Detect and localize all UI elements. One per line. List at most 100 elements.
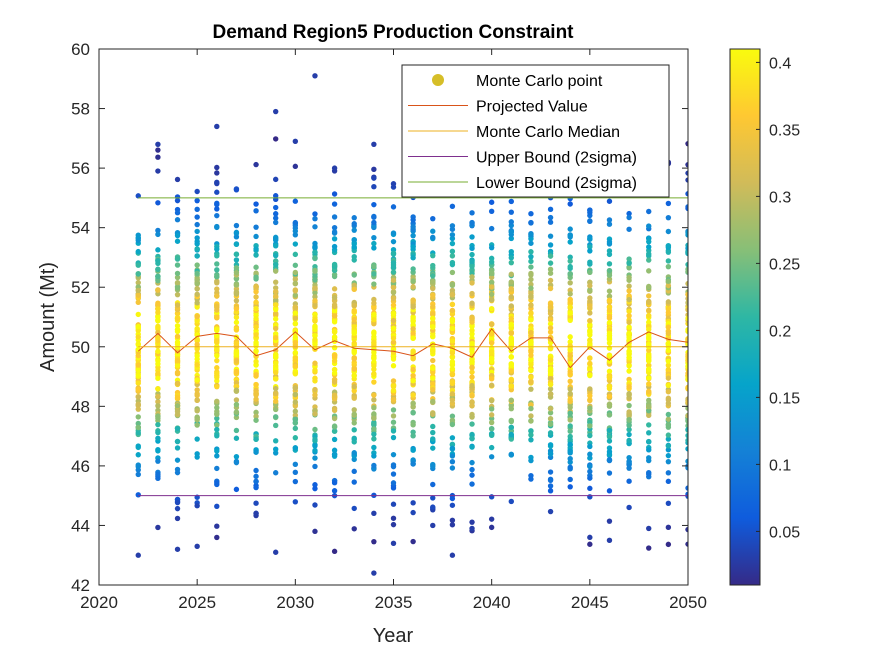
monte-carlo-point xyxy=(174,270,181,277)
monte-carlo-point xyxy=(135,430,141,436)
monte-carlo-point xyxy=(214,398,220,404)
monte-carlo-point xyxy=(410,217,416,223)
monte-carlo-point xyxy=(390,396,397,403)
monte-carlo-point xyxy=(469,403,475,409)
monte-carlo-point xyxy=(469,472,475,478)
monte-carlo-point xyxy=(273,422,279,429)
monte-carlo-point xyxy=(547,357,554,363)
monte-carlo-point xyxy=(547,253,554,259)
monte-carlo-point xyxy=(174,546,181,552)
monte-carlo-point xyxy=(194,221,200,228)
monte-carlo-point xyxy=(214,534,220,541)
monte-carlo-point xyxy=(488,331,495,337)
monte-carlo-point xyxy=(214,212,220,219)
monte-carlo-point xyxy=(233,401,240,408)
y-tick-label: 50 xyxy=(71,338,90,357)
monte-carlo-point xyxy=(488,321,495,328)
legend-entry-label: Lower Bound (2sigma) xyxy=(476,175,637,192)
monte-carlo-point xyxy=(528,347,534,354)
monte-carlo-point xyxy=(194,543,200,549)
monte-carlo-point xyxy=(312,255,318,261)
monte-carlo-point xyxy=(214,286,220,292)
monte-carlo-point xyxy=(155,421,161,428)
monte-carlo-point xyxy=(410,356,416,362)
monte-carlo-point xyxy=(331,423,338,429)
monte-carlo-point xyxy=(214,326,220,332)
monte-carlo-point xyxy=(371,281,377,287)
monte-carlo-point xyxy=(587,283,593,289)
monte-carlo-point xyxy=(273,136,279,142)
monte-carlo-point xyxy=(547,260,554,266)
monte-carlo-point xyxy=(685,541,688,547)
monte-carlo-point xyxy=(606,518,613,524)
monte-carlo-point xyxy=(214,206,220,212)
monte-carlo-point xyxy=(292,461,299,468)
monte-carlo-point xyxy=(430,386,436,393)
monte-carlo-point xyxy=(567,484,573,490)
monte-carlo-point xyxy=(646,438,652,445)
monte-carlo-point xyxy=(292,425,299,432)
monte-carlo-point xyxy=(351,282,357,288)
monte-carlo-point xyxy=(214,523,220,529)
monte-carlo-point xyxy=(174,217,181,223)
monte-carlo-point xyxy=(488,415,495,422)
monte-carlo-point xyxy=(194,387,200,393)
monte-carlo-point xyxy=(665,330,672,337)
monte-carlo-point xyxy=(253,467,259,474)
monte-carlo-point xyxy=(606,537,613,544)
monte-carlo-point xyxy=(233,340,240,347)
monte-carlo-point xyxy=(331,379,338,385)
monte-carlo-point xyxy=(685,526,688,533)
monte-carlo-point xyxy=(214,332,220,339)
monte-carlo-point xyxy=(488,419,495,426)
monte-carlo-point xyxy=(273,310,279,316)
monte-carlo-point xyxy=(528,310,534,316)
monte-carlo-point xyxy=(685,437,688,444)
monte-carlo-point xyxy=(626,431,632,438)
monte-carlo-point xyxy=(214,453,220,459)
monte-carlo-point xyxy=(273,450,279,456)
monte-carlo-point xyxy=(233,289,240,295)
monte-carlo-point xyxy=(312,73,318,79)
monte-carlo-point xyxy=(390,434,397,441)
monte-carlo-point xyxy=(646,407,652,414)
monte-carlo-point xyxy=(155,361,161,367)
monte-carlo-point xyxy=(371,426,377,432)
monte-carlo-point xyxy=(135,346,141,353)
monte-carlo-point xyxy=(214,261,220,267)
monte-carlo-point xyxy=(646,283,652,290)
monte-carlo-point xyxy=(371,223,377,230)
monte-carlo-point xyxy=(626,354,632,361)
monte-carlo-point xyxy=(371,355,377,361)
monte-carlo-point xyxy=(528,361,534,368)
monte-carlo-point xyxy=(292,499,299,505)
monte-carlo-point xyxy=(430,504,436,510)
monte-carlo-point xyxy=(685,191,688,197)
monte-carlo-point xyxy=(135,327,141,334)
monte-carlo-point xyxy=(312,463,318,470)
monte-carlo-point xyxy=(273,549,279,555)
monte-carlo-point xyxy=(390,501,397,507)
monte-carlo-point xyxy=(312,290,318,296)
monte-carlo-point xyxy=(469,413,475,420)
chart-title: Demand Region5 Production Constraint xyxy=(212,22,574,43)
monte-carlo-point xyxy=(606,402,613,408)
monte-carlo-point xyxy=(253,294,259,300)
monte-carlo-point xyxy=(135,271,141,277)
monte-carlo-point xyxy=(606,352,613,359)
monte-carlo-point xyxy=(292,469,299,475)
monte-carlo-point xyxy=(194,341,200,348)
monte-carlo-point xyxy=(685,399,688,406)
monte-carlo-point xyxy=(449,391,456,397)
monte-carlo-point xyxy=(685,485,688,491)
monte-carlo-point xyxy=(587,455,593,461)
monte-carlo-point xyxy=(390,463,397,470)
monte-carlo-point xyxy=(292,358,299,364)
monte-carlo-point xyxy=(214,480,220,486)
monte-carlo-point xyxy=(331,286,338,292)
monte-carlo-point xyxy=(430,445,436,451)
monte-carlo-point xyxy=(273,243,279,249)
monte-carlo-point xyxy=(449,459,456,465)
monte-carlo-point xyxy=(567,368,573,375)
monte-carlo-point xyxy=(508,387,514,393)
